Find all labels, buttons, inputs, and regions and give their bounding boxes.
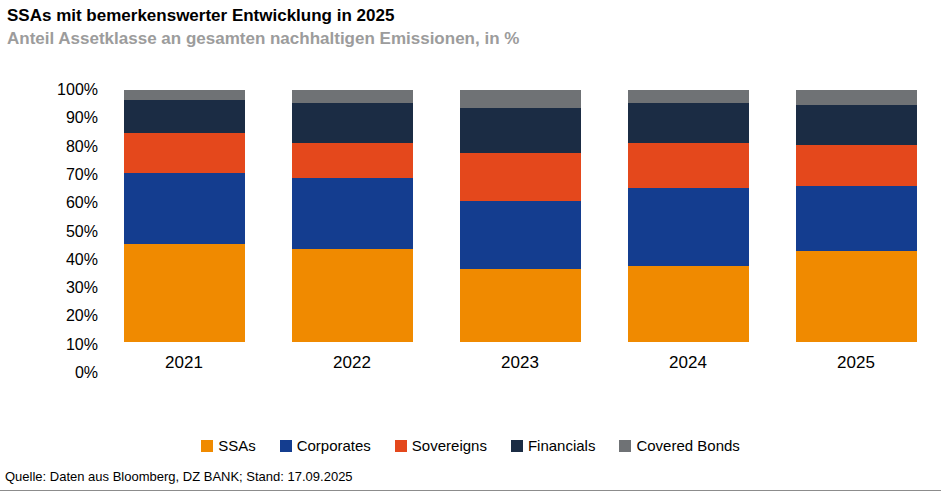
legend-item-covered-bonds: Covered Bonds xyxy=(619,437,739,454)
bar-segment-ssas-2022 xyxy=(292,249,413,342)
bar-segment-sovereigns-2021 xyxy=(124,133,245,173)
x-axis-label-2025: 2025 xyxy=(837,353,875,373)
legend-item-corporates: Corporates xyxy=(280,437,371,454)
bar-segment-corporates-2022 xyxy=(292,178,413,249)
y-axis-label-20: 20% xyxy=(0,307,98,325)
bar-segment-corporates-2025 xyxy=(796,186,917,252)
bar-segment-sovereigns-2023 xyxy=(460,153,581,201)
bar-segment-financials-2023 xyxy=(460,108,581,153)
bar-2022 xyxy=(292,90,413,342)
y-axis-label-100: 100% xyxy=(0,81,98,99)
bar-segment-financials-2024 xyxy=(628,103,749,143)
bar-segment-ssas-2025 xyxy=(796,251,917,342)
x-axis-label-2022: 2022 xyxy=(333,353,371,373)
bar-segment-corporates-2024 xyxy=(628,188,749,266)
y-axis-label-30: 30% xyxy=(0,279,98,297)
bar-2025 xyxy=(796,90,917,342)
bar-segment-corporates-2023 xyxy=(460,201,581,269)
legend-label: Financials xyxy=(528,437,596,454)
bar-group-2022: 2022 xyxy=(268,90,436,373)
bar-2023 xyxy=(460,90,581,342)
y-axis-label-80: 80% xyxy=(0,138,98,156)
bar-group-2025: 2025 xyxy=(772,90,940,373)
legend-label: Sovereigns xyxy=(412,437,487,454)
bar-segment-ssas-2021 xyxy=(124,244,245,342)
y-axis-label-60: 60% xyxy=(0,194,98,212)
bar-segment-covered-bonds-2025 xyxy=(796,90,917,105)
legend-swatch-icon xyxy=(395,440,407,452)
bar-segment-financials-2025 xyxy=(796,105,917,145)
x-axis-label-2021: 2021 xyxy=(165,353,203,373)
bar-2021 xyxy=(124,90,245,342)
x-axis-label-2023: 2023 xyxy=(501,353,539,373)
bar-segment-covered-bonds-2022 xyxy=(292,90,413,103)
y-axis-label-10: 10% xyxy=(0,336,98,354)
y-axis-label-0: 0% xyxy=(0,364,98,382)
x-axis-label-2024: 2024 xyxy=(669,353,707,373)
bar-segment-ssas-2023 xyxy=(460,269,581,342)
legend-swatch-icon xyxy=(511,440,523,452)
legend-item-ssas: SSAs xyxy=(201,437,256,454)
bar-segment-covered-bonds-2023 xyxy=(460,90,581,108)
y-axis-label-50: 50% xyxy=(0,223,98,241)
bar-segment-ssas-2024 xyxy=(628,266,749,342)
legend-swatch-icon xyxy=(201,440,213,452)
source-note: Quelle: Daten aus Bloomberg, DZ BANK; St… xyxy=(5,469,353,484)
chart-page: SSAs mit bemerkenswerter Entwicklung in … xyxy=(0,0,941,493)
bar-segment-sovereigns-2025 xyxy=(796,145,917,185)
bar-group-2021: 2021 xyxy=(100,90,268,373)
legend-item-sovereigns: Sovereigns xyxy=(395,437,487,454)
chart-subtitle: Anteil Assetklasse an gesamten nachhalti… xyxy=(7,29,519,49)
bottom-divider xyxy=(0,490,941,491)
y-axis-label-90: 90% xyxy=(0,109,98,127)
y-axis-label-40: 40% xyxy=(0,251,98,269)
bar-segment-covered-bonds-2021 xyxy=(124,90,245,100)
legend-label: Covered Bonds xyxy=(636,437,739,454)
bar-segment-financials-2021 xyxy=(124,100,245,133)
legend: SSAs Corporates Sovereigns Financials Covere… xyxy=(0,437,941,454)
legend-label: Corporates xyxy=(297,437,371,454)
y-axis: 0%10%20%30%40%50%60%70%80%90%100% xyxy=(0,90,98,373)
legend-item-financials: Financials xyxy=(511,437,596,454)
legend-swatch-icon xyxy=(280,440,292,452)
bar-segment-sovereigns-2024 xyxy=(628,143,749,188)
legend-swatch-icon xyxy=(619,440,631,452)
chart-title: SSAs mit bemerkenswerter Entwicklung in … xyxy=(7,6,394,26)
bar-group-2024: 2024 xyxy=(604,90,772,373)
y-axis-label-70: 70% xyxy=(0,166,98,184)
legend-label: SSAs xyxy=(218,437,256,454)
bar-segment-corporates-2021 xyxy=(124,173,245,244)
bars-container: 2021 2022 2023 2024 2025 xyxy=(100,90,940,373)
bar-segment-covered-bonds-2024 xyxy=(628,90,749,103)
bar-group-2023: 2023 xyxy=(436,90,604,373)
bar-segment-sovereigns-2022 xyxy=(292,143,413,178)
bar-2024 xyxy=(628,90,749,342)
bar-segment-financials-2022 xyxy=(292,103,413,143)
